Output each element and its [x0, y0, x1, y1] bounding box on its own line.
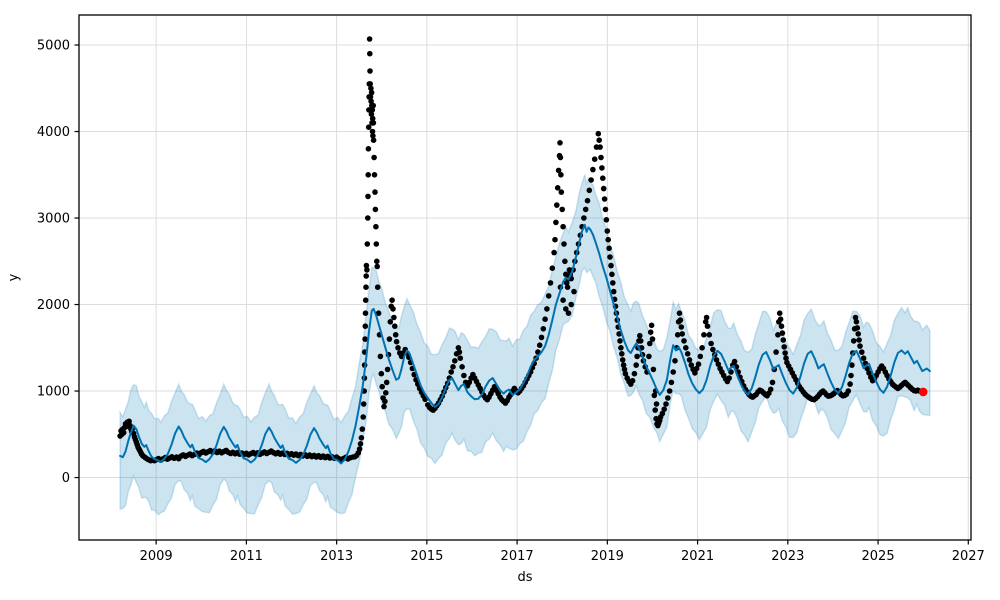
x-tick-label: 2027: [952, 549, 985, 564]
x-tick-label: 2023: [771, 549, 804, 564]
latest-point: [918, 387, 928, 397]
x-tick-label: 2021: [681, 549, 714, 564]
x-tick-label: 2019: [591, 549, 624, 564]
x-tick-label: 2013: [320, 549, 353, 564]
x-tick-label: 2015: [410, 549, 443, 564]
y-tick-label: 5000: [37, 39, 70, 54]
y-tick-label: 3000: [37, 212, 70, 227]
x-axis: 2009 2011 2013 2015 2017 2019 2021 2023 2025 2027: [140, 540, 985, 564]
y-tick-label: 4000: [37, 125, 70, 140]
x-tick-label: 2009: [140, 549, 173, 564]
x-tick-label: 2025: [862, 549, 895, 564]
y-tick-label: 1000: [37, 385, 70, 400]
y-axis-label: y: [6, 273, 22, 282]
forecast-line: [119, 223, 931, 465]
x-axis-label: ds: [517, 570, 533, 585]
y-axis: 0 1000 2000 3000 4000 5000: [37, 39, 79, 486]
plot-frame: [78, 14, 972, 541]
x-tick-label: 2017: [501, 549, 534, 564]
x-tick-label: 2011: [230, 549, 263, 564]
y-tick-label: 2000: [37, 298, 70, 313]
uncertainty-band: [119, 174, 931, 516]
y-tick-label: 0: [62, 471, 70, 486]
